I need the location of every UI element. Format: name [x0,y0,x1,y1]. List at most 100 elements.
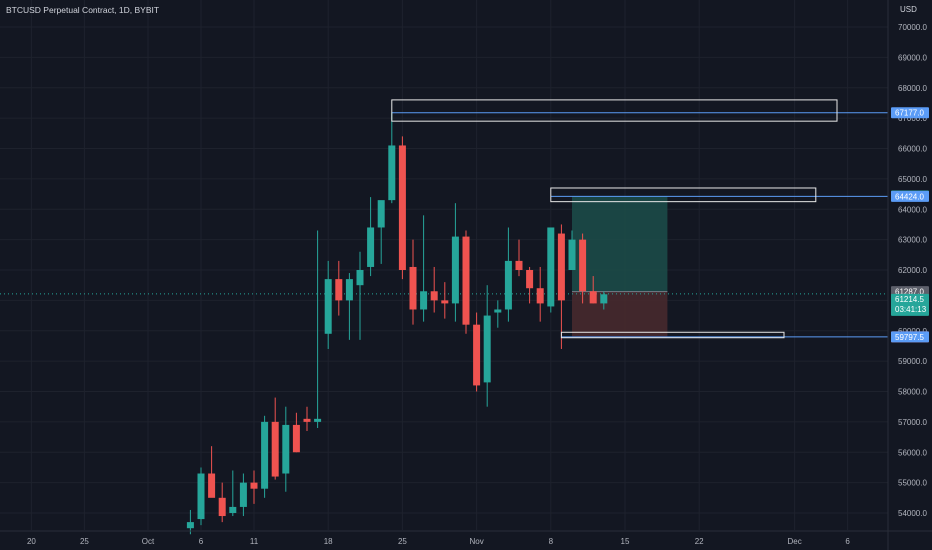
candle [589,276,597,304]
x-tick-label: 11 [250,537,259,546]
candle [462,230,470,334]
candle [430,266,438,313]
price-label-bg [891,331,929,343]
x-tick-label: 6 [845,537,850,546]
y-tick-label: 54000.0 [898,509,927,518]
candle [420,215,428,322]
candle [526,266,534,304]
x-tick-label: 8 [549,537,554,546]
candle [303,406,311,431]
candle-body [441,300,449,304]
chart-title: BTCUSD Perpetual Contract, 1D, BYBIT [6,5,160,15]
candle [504,227,512,322]
candle-body [218,497,226,517]
candle-body [314,418,322,422]
y-tick-label: 60000.0 [898,327,927,336]
candle [557,224,565,349]
candle [208,446,216,498]
candle [239,473,247,517]
y-tick-label: 57000.0 [898,418,927,427]
candle-body [282,424,290,474]
candle [324,260,332,349]
candle [271,397,279,480]
candle-body [377,200,385,228]
candle [367,197,375,277]
current-price-badge: 61214.503:41:13 [891,293,929,316]
candle [441,282,449,319]
y-tick-label: 69000.0 [898,53,927,62]
candle [473,312,481,392]
x-tick-label: 18 [324,537,333,546]
candle-body [229,506,237,513]
y-tick-label: 64000.0 [898,205,927,214]
candle [568,230,576,270]
candle-body [515,260,523,270]
candle [186,509,194,535]
price-label-text: 59797.5 [895,333,924,342]
candle-body [430,291,438,301]
candle-body [356,270,364,286]
candle-body [589,291,597,304]
drawn-rectangle [560,331,785,339]
candle [218,482,226,523]
candle-body [345,279,353,301]
candle [292,412,300,453]
candle-body [568,239,576,270]
candle-body [208,473,216,498]
candle [398,136,406,280]
candle [250,470,258,504]
y-tick-label: 56000.0 [898,448,927,457]
x-tick-label: 15 [621,537,630,546]
candle [356,251,364,340]
current-price-bg [891,293,929,316]
candle-body [186,522,194,529]
candle-body [494,309,502,313]
candle [515,239,523,277]
candle-body [420,291,428,310]
x-tick-label: 25 [398,537,407,546]
candle-body [292,424,300,453]
y-tick-label: 59000.0 [898,357,927,366]
price-label-text: 61287.0 [895,288,924,297]
candle-body [526,270,534,289]
price-label-text: 67177.0 [895,109,924,118]
candle [377,200,385,264]
candle-body [197,473,205,520]
y-tick-label: 62000.0 [898,266,927,275]
x-tick-label: 25 [80,537,89,546]
candle-body [388,145,396,201]
candle-body [271,421,279,477]
price-label-ray: 64424.0 [891,190,929,202]
candle-body [451,236,459,304]
candle [229,470,237,517]
candle [579,233,587,304]
position-loss-zone [572,291,668,337]
candle-body [303,418,311,422]
drawn-rectangle [391,99,838,122]
x-tick-label: 22 [695,537,704,546]
y-tick-label: 58000.0 [898,388,927,397]
y-tick-label: 66000.0 [898,145,927,154]
currency-label[interactable]: USD [900,5,917,14]
candle-body [367,227,375,267]
drawn-rectangle [550,187,817,203]
candle-body [239,482,247,507]
candle-body [409,266,417,310]
x-tick-label: Oct [142,537,155,546]
candle [314,230,322,428]
candle [451,203,459,322]
candle-body [473,324,481,386]
candle-body [250,482,258,489]
candle [388,112,396,204]
x-tick-label: 6 [199,537,204,546]
candle [600,291,608,310]
candle-body [600,294,608,304]
candle [345,273,353,340]
candle [494,300,502,328]
y-tick-label: 65000.0 [898,175,927,184]
price-label-bg [891,190,929,202]
candle-body [462,236,470,325]
y-tick-label: 68000.0 [898,84,927,93]
